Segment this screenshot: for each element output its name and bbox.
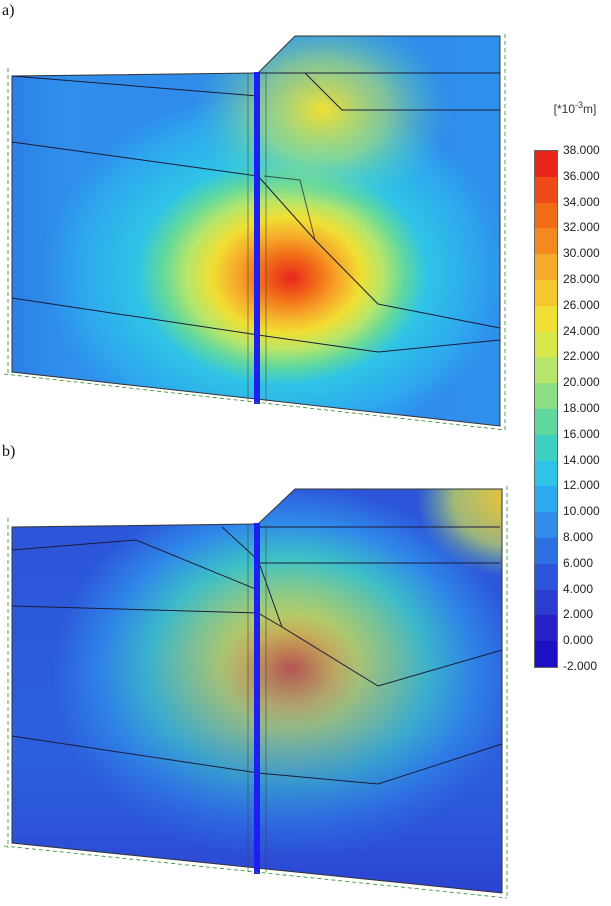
legend-tick-label: 10.000 [563,504,600,519]
panel-a-wall [254,72,260,404]
legend-tick-label: 32.000 [563,220,600,235]
color-legend [534,150,558,668]
legend-swatch [535,589,557,616]
panel-b-wall [254,523,260,874]
legend-tick-label: 4.000 [563,581,594,596]
legend-swatch [535,486,557,513]
legend-swatch [535,383,557,409]
legend-tick-label: 38.000 [563,143,600,157]
legend-tick-label: 16.000 [563,426,600,441]
legend-swatch [535,615,557,642]
legend-tick-label: 28.000 [563,272,600,286]
legend-swatch [535,460,557,487]
legend-swatch [535,331,557,358]
legend-swatch [535,151,557,177]
legend-swatch [535,563,557,590]
legend-tick-label: 8.000 [563,530,594,544]
legend-tick-label: 26.000 [563,297,600,312]
legend-swatch [535,279,557,306]
legend-tick-label: 34.000 [563,194,600,209]
legend-tick-label: 36.000 [563,168,600,183]
legend-swatch [535,641,557,667]
legend-swatch [535,202,557,229]
legend-swatch [535,537,557,564]
legend-tick-label: 30.000 [563,246,600,261]
legend-swatch [535,228,557,255]
legend-tick-label: 18.000 [563,401,600,415]
panel-b-boundary [3,486,508,899]
legend-tick-label: 12.000 [563,478,600,493]
legend-tick-label: 24.000 [563,323,600,338]
legend-swatch [535,512,557,538]
legend-tick-label: 0.000 [563,633,594,648]
legend-tick-label: 2.000 [563,607,594,622]
legend-swatch [535,357,557,384]
panel-a-label: a) [2,2,15,19]
legend-tick-label: 6.000 [563,555,594,570]
legend-tick-label: 22.000 [563,349,600,364]
panel-a-boundary [3,34,506,431]
legend-swatch [535,408,557,435]
legend-tick-label: -2.000 [563,659,598,673]
legend-swatch [535,176,557,203]
legend-swatch [535,434,557,461]
legend-tick-label: 14.000 [563,452,600,467]
legend-tick-label: 20.000 [563,375,600,390]
legend-swatch [535,254,557,280]
panel-b-label: b) [2,443,16,460]
legend-unit: [*10-3m] [553,100,597,116]
legend-swatch [535,305,557,332]
